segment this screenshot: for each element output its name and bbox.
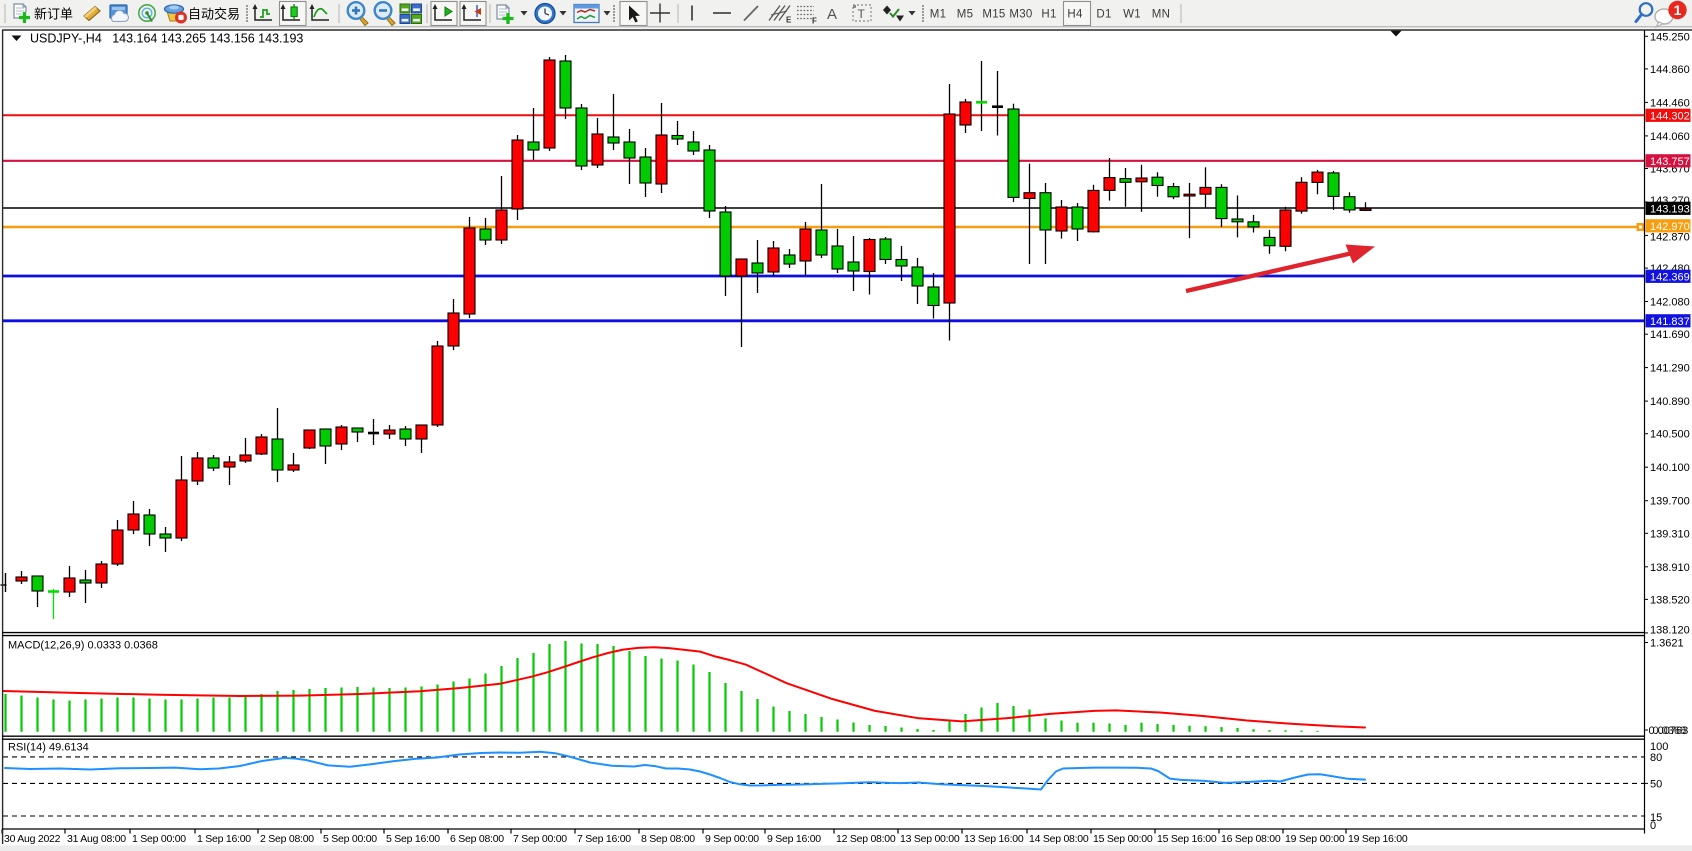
svg-text:15 Sep 16:00: 15 Sep 16:00 bbox=[1157, 833, 1217, 845]
svg-text:145.250: 145.250 bbox=[1650, 31, 1690, 43]
svg-text:141.690: 141.690 bbox=[1650, 329, 1690, 341]
svg-text:139.310: 139.310 bbox=[1650, 528, 1690, 540]
svg-text:144.860: 144.860 bbox=[1650, 64, 1690, 76]
svg-text:144.460: 144.460 bbox=[1650, 97, 1690, 109]
svg-text:2 Sep 08:00: 2 Sep 08:00 bbox=[260, 833, 314, 845]
svg-text:140.890: 140.890 bbox=[1650, 396, 1690, 408]
svg-text:USDJPY-,H4 143.164 143.265 1: USDJPY-,H4 143.164 143.265 143.156 143.1… bbox=[30, 32, 303, 46]
svg-text:7 Sep 16:00: 7 Sep 16:00 bbox=[577, 833, 631, 845]
svg-text:13 Sep 16:00: 13 Sep 16:00 bbox=[964, 833, 1024, 845]
svg-text:9 Sep 00:00: 9 Sep 00:00 bbox=[705, 833, 759, 845]
svg-text:5 Sep 00:00: 5 Sep 00:00 bbox=[323, 833, 377, 845]
svg-text:0.0368: 0.0368 bbox=[1653, 725, 1687, 737]
svg-text:31 Aug 08:00: 31 Aug 08:00 bbox=[67, 833, 126, 845]
svg-text:H4: H4 bbox=[1067, 9, 1083, 21]
svg-text:142.080: 142.080 bbox=[1650, 297, 1690, 309]
svg-text:144.060: 144.060 bbox=[1650, 131, 1690, 143]
svg-text:14 Sep 08:00: 14 Sep 08:00 bbox=[1029, 833, 1089, 845]
svg-text:1.3621: 1.3621 bbox=[1650, 638, 1684, 650]
svg-text:MACD(12,26,9) 0.0333 0.0368: MACD(12,26,9) 0.0333 0.0368 bbox=[8, 640, 158, 652]
svg-text:30 Aug 2022: 30 Aug 2022 bbox=[4, 833, 61, 845]
svg-text:新订单: 新订单 bbox=[34, 7, 73, 22]
svg-text:140.100: 140.100 bbox=[1650, 462, 1690, 474]
svg-text:A: A bbox=[827, 6, 837, 23]
svg-text:自动交易: 自动交易 bbox=[188, 7, 240, 22]
svg-text:143.193: 143.193 bbox=[1650, 204, 1690, 216]
svg-text:138.120: 138.120 bbox=[1650, 625, 1690, 637]
svg-text:RSI(14) 49.6134: RSI(14) 49.6134 bbox=[8, 742, 89, 754]
svg-text:W1: W1 bbox=[1123, 9, 1141, 21]
svg-text:M1: M1 bbox=[930, 9, 947, 21]
svg-text:7 Sep 00:00: 7 Sep 00:00 bbox=[513, 833, 567, 845]
svg-text:143.757: 143.757 bbox=[1650, 156, 1690, 168]
svg-text:M15: M15 bbox=[982, 9, 1005, 21]
svg-text:19 Sep 00:00: 19 Sep 00:00 bbox=[1285, 833, 1345, 845]
svg-text:141.837: 141.837 bbox=[1650, 316, 1690, 328]
svg-text:138.520: 138.520 bbox=[1650, 594, 1690, 606]
svg-text:M30: M30 bbox=[1009, 9, 1032, 21]
svg-text:0.00763: 0.00763 bbox=[1649, 725, 1689, 737]
svg-text:D1: D1 bbox=[1096, 9, 1111, 21]
svg-text:13 Sep 00:00: 13 Sep 00:00 bbox=[900, 833, 960, 845]
svg-text:1 Sep 00:00: 1 Sep 00:00 bbox=[132, 833, 186, 845]
svg-text:F: F bbox=[812, 17, 817, 26]
svg-text:6 Sep 08:00: 6 Sep 08:00 bbox=[450, 833, 504, 845]
svg-text:80: 80 bbox=[1650, 752, 1662, 764]
svg-text:140.500: 140.500 bbox=[1650, 429, 1690, 441]
svg-text:139.700: 139.700 bbox=[1650, 496, 1690, 508]
svg-text:T: T bbox=[858, 7, 866, 21]
svg-text:142.870: 142.870 bbox=[1650, 231, 1690, 243]
svg-text:M5: M5 bbox=[957, 9, 974, 21]
svg-text:15: 15 bbox=[1650, 812, 1662, 824]
svg-text:5 Sep 16:00: 5 Sep 16:00 bbox=[386, 833, 440, 845]
svg-text:0: 0 bbox=[1650, 820, 1656, 832]
svg-text:1 Sep 16:00: 1 Sep 16:00 bbox=[197, 833, 251, 845]
svg-text:100: 100 bbox=[1650, 741, 1668, 753]
svg-text:138.910: 138.910 bbox=[1650, 562, 1690, 574]
svg-text:E: E bbox=[786, 16, 792, 25]
svg-text:16 Sep 08:00: 16 Sep 08:00 bbox=[1221, 833, 1281, 845]
svg-text:144.302: 144.302 bbox=[1650, 111, 1690, 123]
svg-text:9 Sep 16:00: 9 Sep 16:00 bbox=[767, 833, 821, 845]
svg-text:H1: H1 bbox=[1041, 9, 1056, 21]
svg-text:142.970: 142.970 bbox=[1650, 221, 1690, 233]
svg-text:50: 50 bbox=[1650, 778, 1662, 790]
svg-text:8 Sep 08:00: 8 Sep 08:00 bbox=[641, 833, 695, 845]
svg-text:19 Sep 16:00: 19 Sep 16:00 bbox=[1348, 833, 1408, 845]
svg-text:142.369: 142.369 bbox=[1650, 272, 1690, 284]
svg-text:MN: MN bbox=[1152, 9, 1171, 21]
svg-text:1: 1 bbox=[1674, 2, 1682, 18]
svg-text:15 Sep 00:00: 15 Sep 00:00 bbox=[1093, 833, 1153, 845]
svg-text:141.290: 141.290 bbox=[1650, 363, 1690, 375]
svg-text:12 Sep 08:00: 12 Sep 08:00 bbox=[836, 833, 896, 845]
